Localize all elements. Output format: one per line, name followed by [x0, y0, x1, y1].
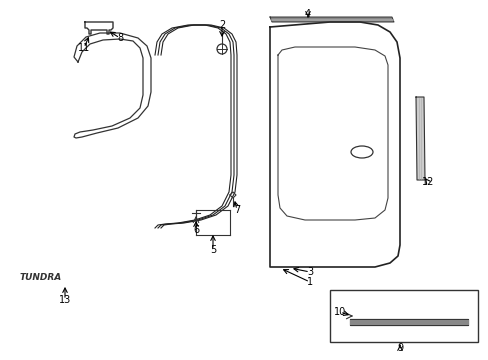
Text: TUNDRA: TUNDRA — [20, 274, 62, 283]
Text: 4: 4 — [305, 9, 310, 19]
Text: 1: 1 — [306, 277, 312, 287]
Polygon shape — [415, 97, 424, 180]
Polygon shape — [349, 319, 467, 325]
Text: 5: 5 — [209, 245, 216, 255]
Text: 3: 3 — [306, 267, 312, 277]
Text: 13: 13 — [59, 295, 71, 305]
Text: 12: 12 — [421, 177, 433, 187]
Text: 7: 7 — [233, 205, 240, 215]
Text: 9: 9 — [396, 343, 402, 353]
Polygon shape — [269, 17, 393, 22]
Bar — [329, 290, 477, 342]
Text: 11: 11 — [78, 43, 90, 53]
Text: 6: 6 — [193, 225, 199, 235]
Text: 8: 8 — [117, 33, 123, 43]
Text: 2: 2 — [219, 20, 224, 30]
Text: 10: 10 — [333, 307, 346, 317]
